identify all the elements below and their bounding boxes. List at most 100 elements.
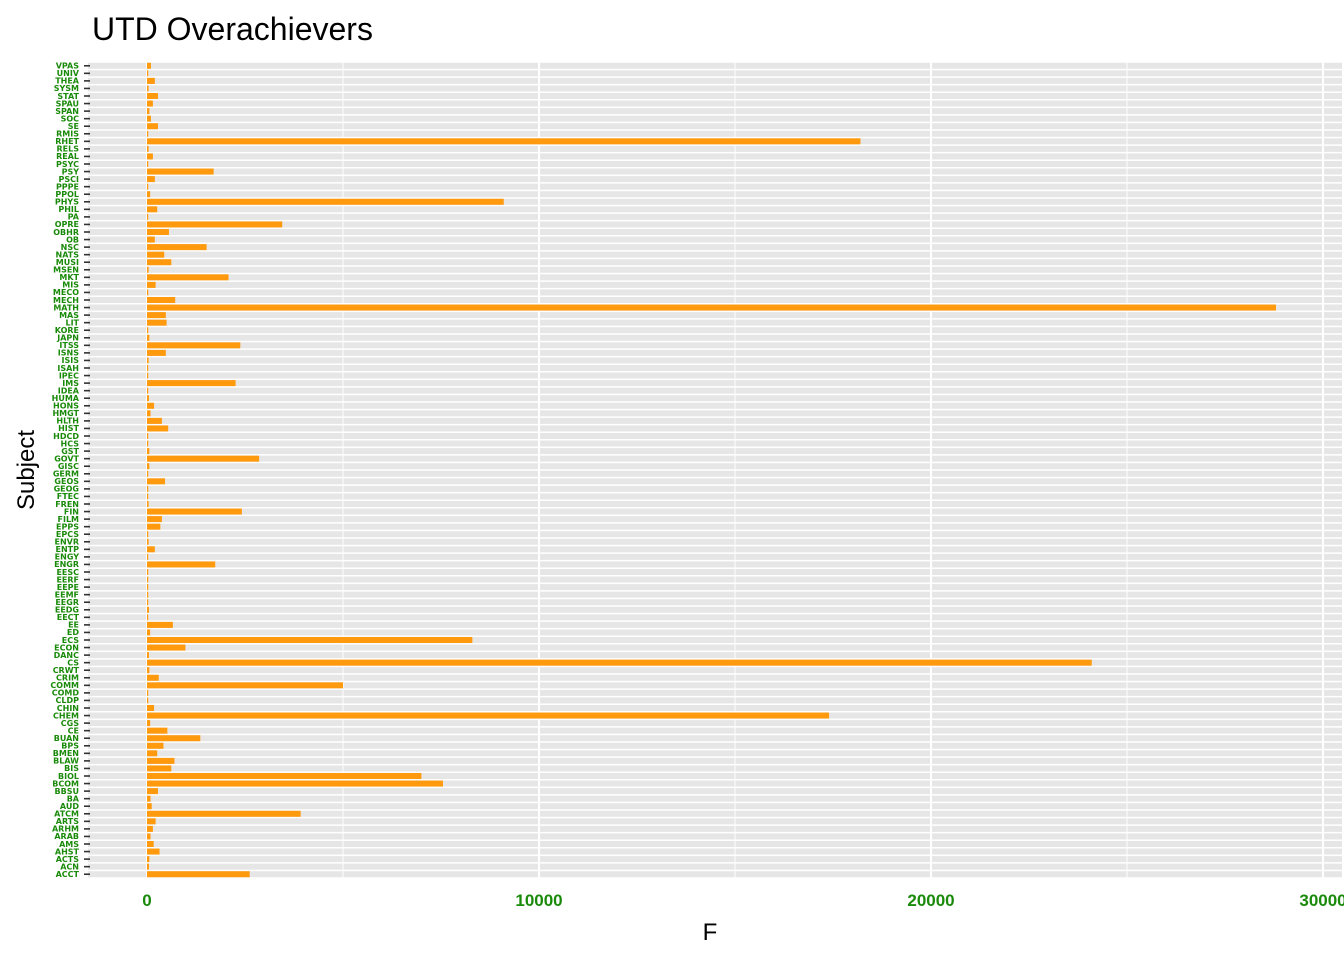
- y-tick-label: HDCD: [53, 432, 79, 441]
- bar-math: [147, 304, 1276, 311]
- grid-band: [88, 115, 1342, 122]
- y-tick-label: BCOM: [52, 779, 79, 788]
- y-tick-label: HIST: [58, 424, 79, 433]
- grid-band: [88, 720, 1342, 727]
- y-tick-label: ISAH: [57, 364, 79, 373]
- bar-phys: [147, 198, 504, 205]
- y-tick-label: ENVR: [54, 538, 79, 547]
- y-tick-label: HCS: [61, 439, 80, 448]
- bar-eect: [147, 614, 149, 621]
- grid-band: [88, 493, 1342, 500]
- grid-band: [88, 682, 1342, 689]
- bar-phil: [147, 206, 158, 213]
- grid-band: [88, 289, 1342, 296]
- grid-band: [88, 538, 1342, 545]
- bar-soc: [147, 115, 151, 122]
- bar-comm: [147, 682, 343, 689]
- grid-band: [88, 531, 1342, 538]
- y-tick-label: BUAN: [54, 734, 79, 743]
- grid-band: [88, 780, 1342, 787]
- y-tick-label: ISIS: [62, 356, 80, 365]
- y-tick-label: ECS: [62, 636, 79, 645]
- bar-ahst: [147, 848, 160, 855]
- bars: [147, 62, 1276, 878]
- bar-germ: [147, 470, 149, 477]
- x-tick-label: 0: [142, 891, 151, 910]
- grid-band: [88, 561, 1342, 568]
- bar-engy: [147, 553, 149, 560]
- grid-band: [88, 342, 1342, 349]
- y-tick-label: CRWT: [53, 666, 80, 675]
- y-tick-label: LIT: [65, 318, 79, 327]
- y-tick-label: COMM: [50, 681, 79, 690]
- y-tick-label: MECO: [53, 288, 79, 297]
- grid-band: [88, 584, 1342, 591]
- bar-acts: [147, 856, 150, 863]
- bar-psci: [147, 176, 155, 183]
- grid-band: [88, 244, 1342, 251]
- grid-band: [88, 312, 1342, 319]
- bar-acct: [147, 871, 250, 878]
- bar-pppe: [147, 183, 149, 190]
- y-tick-label: HMGT: [52, 409, 79, 418]
- grid-band: [88, 62, 1342, 69]
- bar-msen: [147, 266, 149, 273]
- plot-background: [88, 60, 1342, 880]
- bar-psyc: [147, 160, 149, 168]
- grid-band: [88, 803, 1342, 810]
- y-tick-label: UNIV: [57, 69, 80, 78]
- y-tick-label: CE: [68, 726, 79, 735]
- bar-chem: [147, 712, 830, 719]
- bar-ce: [147, 727, 168, 734]
- bar-arab: [147, 833, 151, 840]
- bar-mech: [147, 296, 176, 304]
- bar-itss: [147, 342, 241, 349]
- grid-band: [88, 523, 1342, 530]
- bar-eegr: [147, 599, 149, 606]
- grid-band: [88, 629, 1342, 636]
- y-tick-label: GERM: [53, 470, 79, 479]
- y-tick-label: ARHM: [52, 825, 79, 834]
- grid-band: [88, 198, 1342, 205]
- bar-kore: [147, 327, 149, 334]
- grid-band: [88, 576, 1342, 583]
- y-tick-label: ATCM: [54, 810, 79, 819]
- bar-eemf: [147, 591, 149, 598]
- y-tick-label: THEA: [55, 77, 80, 86]
- grid-band: [88, 455, 1342, 462]
- bar-huma: [147, 395, 149, 402]
- chart-title: UTD Overachievers: [92, 11, 373, 47]
- bar-entp: [147, 546, 155, 553]
- grid-band: [88, 825, 1342, 832]
- y-tick-label: RHET: [55, 137, 79, 146]
- bar-ims: [147, 380, 236, 387]
- y-tick-label: PPOL: [55, 190, 79, 199]
- grid-band: [88, 689, 1342, 696]
- y-tick-label: BBSU: [55, 787, 79, 796]
- bar-crwt: [147, 667, 150, 674]
- bar-gst: [147, 448, 150, 455]
- bar-real: [147, 153, 153, 160]
- bar-lit: [147, 319, 167, 326]
- grid-band: [88, 387, 1342, 394]
- y-tick-label: ARTS: [56, 817, 79, 826]
- grid-band: [88, 145, 1342, 152]
- y-tick-label: EEDG: [55, 606, 79, 615]
- bar-isah: [147, 364, 149, 372]
- bar-geos: [147, 478, 166, 485]
- y-tick-label: FIN: [64, 507, 79, 516]
- grid-band: [88, 599, 1342, 606]
- bar-crim: [147, 674, 159, 681]
- bar-spau: [147, 100, 153, 107]
- y-tick-label: VPAS: [56, 62, 80, 71]
- bar-span: [147, 108, 150, 115]
- bar-epps: [147, 523, 161, 530]
- y-tick-label: ISNS: [58, 349, 79, 358]
- y-tick-label: ED: [67, 628, 79, 637]
- grid-band: [88, 281, 1342, 288]
- grid-band: [88, 772, 1342, 780]
- y-tick-label: PSYC: [56, 160, 79, 169]
- grid-band: [88, 757, 1342, 764]
- bar-acn: [147, 863, 149, 870]
- grid-band: [88, 470, 1342, 477]
